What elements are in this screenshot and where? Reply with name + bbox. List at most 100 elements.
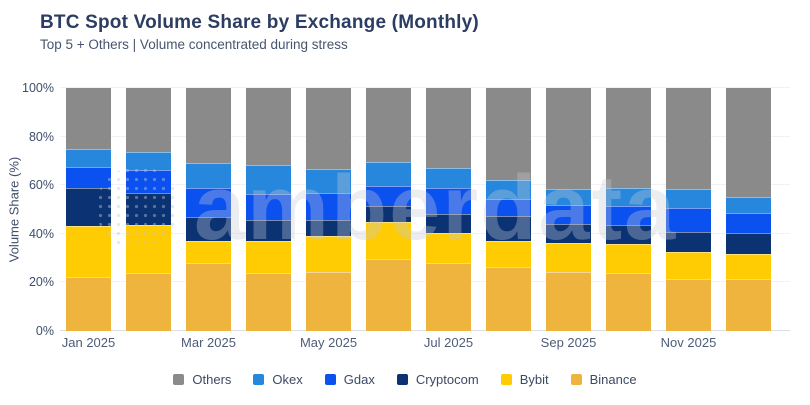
- bar-segment-others[interactable]: [426, 88, 471, 169]
- bar-segment-bybit[interactable]: [366, 221, 411, 260]
- bar-segment-cryptocom[interactable]: [186, 216, 231, 242]
- bar-segment-gdax[interactable]: [306, 193, 351, 220]
- bar-segment-bybit[interactable]: [606, 244, 651, 274]
- bar-segment-gdax[interactable]: [66, 167, 111, 189]
- stacked-bar-nov[interactable]: [666, 88, 711, 331]
- legend-item-label: Bybit: [519, 372, 549, 387]
- bar-segment-cryptocom[interactable]: [246, 219, 291, 242]
- bar-segment-cryptocom[interactable]: [306, 219, 351, 236]
- bar-segment-bybit[interactable]: [126, 225, 171, 273]
- bar-segment-binance[interactable]: [726, 279, 771, 331]
- bar-segment-cryptocom[interactable]: [726, 232, 771, 254]
- bar-segment-cryptocom[interactable]: [546, 224, 591, 243]
- bar-segment-okex[interactable]: [606, 188, 651, 207]
- bar-segment-okex[interactable]: [66, 148, 111, 168]
- bar-segment-bybit[interactable]: [486, 241, 531, 267]
- bar-segment-others[interactable]: [486, 88, 531, 181]
- legend-item-gdax[interactable]: Gdax: [324, 372, 375, 387]
- bar-segment-bybit[interactable]: [66, 225, 111, 277]
- bar-segment-bybit[interactable]: [246, 241, 291, 273]
- bar-segment-bybit[interactable]: [546, 242, 591, 272]
- bar-segment-binance[interactable]: [366, 259, 411, 331]
- bar-segment-bybit[interactable]: [426, 233, 471, 264]
- bar-segment-cryptocom[interactable]: [366, 206, 411, 222]
- legend-item-cryptocom[interactable]: Cryptocom: [396, 372, 479, 387]
- bar-segment-others[interactable]: [126, 88, 171, 152]
- bar-segment-okex[interactable]: [306, 169, 351, 194]
- legend-item-others[interactable]: Others: [173, 372, 231, 387]
- bar-segment-okex[interactable]: [246, 165, 291, 195]
- bar-segment-others[interactable]: [666, 88, 711, 190]
- bar-segment-okex[interactable]: [666, 189, 711, 209]
- legend-swatch-icon: [570, 374, 582, 385]
- bar-segment-gdax[interactable]: [126, 169, 171, 194]
- bar-segment-others[interactable]: [546, 88, 591, 190]
- bar-segment-okex[interactable]: [726, 197, 771, 214]
- bar-segment-binance[interactable]: [546, 271, 591, 331]
- legend-item-okex[interactable]: Okex: [253, 372, 303, 387]
- bar-segment-binance[interactable]: [186, 262, 231, 331]
- bar-segment-okex[interactable]: [486, 180, 531, 200]
- x-axis-tick-label: Nov 2025: [660, 335, 717, 350]
- bar-segment-cryptocom[interactable]: [426, 214, 471, 234]
- bar-segment-okex[interactable]: [546, 189, 591, 205]
- bar-segment-others[interactable]: [606, 88, 651, 189]
- bar-segment-gdax[interactable]: [486, 199, 531, 217]
- bar-segment-binance[interactable]: [426, 263, 471, 331]
- bar-segment-cryptocom[interactable]: [606, 225, 651, 245]
- stacked-bar-mar[interactable]: [186, 88, 231, 331]
- bar-segment-gdax[interactable]: [366, 185, 411, 207]
- bar-segment-cryptocom[interactable]: [486, 216, 531, 242]
- bar-segment-others[interactable]: [306, 88, 351, 170]
- bar-segment-binance[interactable]: [66, 276, 111, 331]
- stacked-bar-oct[interactable]: [606, 88, 651, 331]
- bar-segment-binance[interactable]: [486, 266, 531, 331]
- bar-segment-bybit[interactable]: [666, 251, 711, 280]
- bar-segment-gdax[interactable]: [726, 213, 771, 233]
- bar-segment-okex[interactable]: [126, 151, 171, 170]
- bar-segment-others[interactable]: [66, 88, 111, 149]
- bar-segment-binance[interactable]: [246, 272, 291, 331]
- bar-segment-gdax[interactable]: [426, 188, 471, 215]
- bar-segment-gdax[interactable]: [246, 194, 291, 220]
- gridline: [60, 281, 790, 283]
- bar-segment-binance[interactable]: [606, 273, 651, 331]
- bar-segment-cryptocom[interactable]: [126, 193, 171, 226]
- stacked-bar-apr[interactable]: [246, 88, 291, 331]
- bar-segment-others[interactable]: [726, 88, 771, 198]
- bar-segment-cryptocom[interactable]: [66, 188, 111, 226]
- stacked-bar-jul[interactable]: [426, 88, 471, 331]
- bar-segment-gdax[interactable]: [606, 206, 651, 226]
- bar-segment-gdax[interactable]: [666, 208, 711, 232]
- bar-segment-bybit[interactable]: [186, 241, 231, 263]
- bar-segment-bybit[interactable]: [306, 236, 351, 272]
- stacked-bar-aug[interactable]: [486, 88, 531, 331]
- bar-segment-gdax[interactable]: [186, 187, 231, 217]
- bar-segment-okex[interactable]: [366, 161, 411, 186]
- bar-segment-others[interactable]: [246, 88, 291, 166]
- bar-segment-bybit[interactable]: [726, 253, 771, 280]
- stacked-bar-jun[interactable]: [366, 88, 411, 331]
- bar-segment-cryptocom[interactable]: [666, 231, 711, 252]
- stacked-bar-dec[interactable]: [726, 88, 771, 331]
- bar-segment-okex[interactable]: [426, 168, 471, 189]
- bar-segment-others[interactable]: [366, 88, 411, 162]
- stacked-bar-jan[interactable]: [66, 88, 111, 331]
- bar-segment-binance[interactable]: [306, 271, 351, 331]
- stacked-bar-feb[interactable]: [126, 88, 171, 331]
- bar-segment-binance[interactable]: [666, 279, 711, 331]
- legend-item-label: Others: [192, 372, 232, 387]
- bar-segment-gdax[interactable]: [546, 204, 591, 225]
- bar-segment-binance[interactable]: [126, 272, 171, 331]
- legend-item-bybit[interactable]: Bybit: [500, 372, 549, 387]
- y-axis-title: Volume Share (%): [6, 156, 22, 263]
- legend-item-label: Cryptocom: [415, 372, 479, 387]
- legend-item-label: Okex: [272, 372, 303, 387]
- bar-segment-okex[interactable]: [186, 163, 231, 188]
- legend-swatch-icon: [396, 374, 408, 385]
- stacked-bar-may[interactable]: [306, 88, 351, 331]
- stacked-bar-sep[interactable]: [546, 88, 591, 331]
- bar-segment-others[interactable]: [186, 88, 231, 164]
- legend-item-binance[interactable]: Binance: [570, 372, 637, 387]
- gridline: [60, 330, 790, 331]
